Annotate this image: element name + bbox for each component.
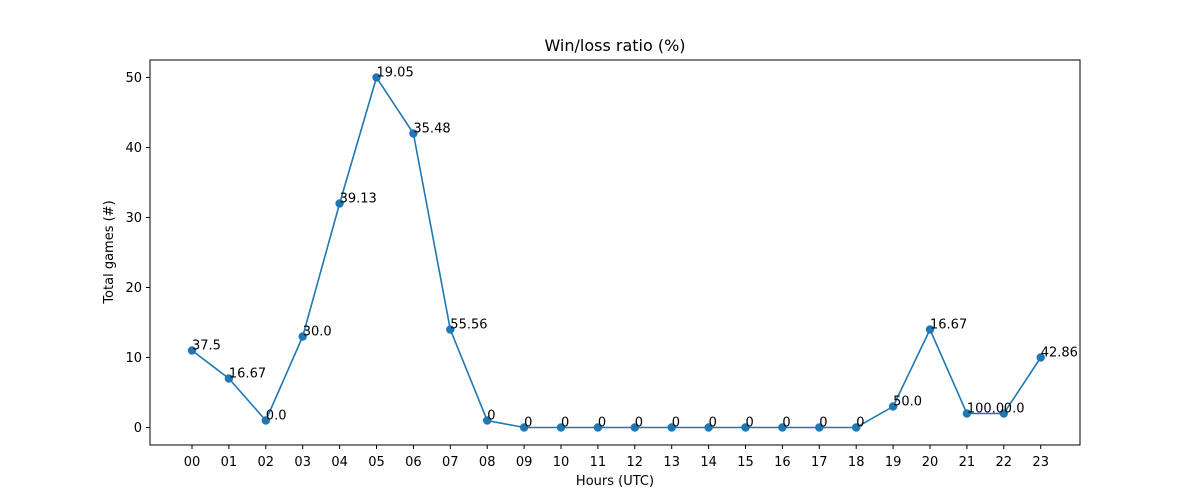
- data-label: 35.48: [413, 122, 450, 137]
- data-label: 0.0: [266, 409, 287, 424]
- y-tick-label: 40: [125, 141, 142, 156]
- data-label: 0: [561, 416, 569, 431]
- x-tick-label: 03: [294, 455, 311, 470]
- data-point: [261, 416, 270, 425]
- data-label: 100.0: [967, 402, 1004, 417]
- data-label: 0: [782, 416, 790, 431]
- data-point: [704, 423, 713, 432]
- x-tick-label: 16: [774, 455, 791, 470]
- y-tick-label: 0: [134, 421, 142, 436]
- data-point: [483, 416, 492, 425]
- x-tick-label: 07: [442, 455, 459, 470]
- data-label: 16.67: [229, 367, 266, 382]
- y-tick-label: 50: [125, 71, 142, 86]
- data-label: 0: [856, 416, 864, 431]
- data-label: 19.05: [377, 66, 414, 81]
- x-tick-label: 08: [479, 455, 496, 470]
- data-label: 0: [709, 416, 717, 431]
- data-point: [778, 423, 787, 432]
- x-tick-label: 01: [221, 455, 238, 470]
- data-label: 0: [819, 416, 827, 431]
- y-axis-label: Total games (#): [102, 200, 117, 304]
- series-line-group: [187, 73, 1045, 432]
- x-tick-label: 04: [331, 455, 348, 470]
- data-label: 0: [635, 416, 643, 431]
- data-label: 55.56: [450, 318, 487, 333]
- x-tick-label: 21: [959, 455, 976, 470]
- data-label: 37.5: [192, 339, 221, 354]
- x-tick-label: 23: [1032, 455, 1049, 470]
- y-axis: 0 10 20 30 40 50: [125, 71, 150, 436]
- x-tick-label: 10: [553, 455, 570, 470]
- data-point: [925, 325, 935, 334]
- data-label: 30.0: [303, 325, 332, 340]
- data-point: [999, 409, 1008, 418]
- x-tick-label: 13: [663, 455, 680, 470]
- x-tick-label: 00: [184, 455, 201, 470]
- y-tick-label: 20: [125, 281, 142, 296]
- x-tick-label: 02: [258, 455, 275, 470]
- data-label: 0: [524, 416, 532, 431]
- data-point: [446, 325, 455, 334]
- data-point: [815, 423, 824, 432]
- x-tick-label: 18: [848, 455, 865, 470]
- data-point: [519, 423, 529, 432]
- x-tick-label: 17: [811, 455, 828, 470]
- plot-area: [149, 59, 1081, 446]
- data-label: 39.13: [340, 192, 377, 207]
- data-label: 0: [746, 416, 754, 431]
- x-axis-label: Hours (UTC): [576, 474, 654, 489]
- data-label: 0.0: [1004, 402, 1025, 417]
- data-point: [741, 423, 750, 432]
- data-point: [1036, 353, 1045, 362]
- data-label: 0: [672, 416, 680, 431]
- data-point: [593, 423, 603, 432]
- data-point: [667, 423, 676, 432]
- chart-title: Win/loss ratio (%): [544, 36, 685, 55]
- x-tick-label: 19: [885, 455, 902, 470]
- data-point: [409, 129, 418, 138]
- data-point: [888, 402, 898, 411]
- x-tick-label: 05: [368, 455, 385, 470]
- data-point: [335, 199, 344, 208]
- series-line: [191, 75, 1042, 429]
- x-tick-label: 09: [516, 455, 533, 470]
- x-tick-label: 06: [405, 455, 422, 470]
- data-point: [224, 374, 234, 383]
- data-label: 42.86: [1041, 346, 1078, 361]
- data-label: 16.67: [930, 318, 967, 333]
- data-point: [556, 423, 566, 432]
- x-tick-label: 12: [627, 455, 644, 470]
- x-tick-label: 15: [737, 455, 754, 470]
- data-point: [298, 332, 307, 341]
- data-point: [962, 409, 972, 418]
- x-tick-label: 11: [590, 455, 607, 470]
- data-point: [630, 423, 639, 432]
- data-label: 0: [487, 409, 495, 424]
- data-point: [372, 73, 381, 82]
- x-axis: 00 01 02 03 04 05 06 07 08 09 10 11 12 13 14 15 16 17 18 19…: [184, 445, 1049, 470]
- x-tick-label: 20: [922, 455, 939, 470]
- data-point: [852, 423, 861, 432]
- x-tick-label: 14: [700, 455, 717, 470]
- x-tick-label: 22: [996, 455, 1013, 470]
- y-tick-label: 10: [125, 351, 142, 366]
- data-point: [187, 346, 197, 355]
- data-label: 0: [598, 416, 606, 431]
- point-labels-group: 37.5 16.67 0.0 30.0 39.13 19.05 35.48 55.56 0 0 0 0…: [192, 66, 1078, 431]
- data-label: 50.0: [893, 395, 922, 410]
- y-tick-label: 30: [125, 211, 142, 226]
